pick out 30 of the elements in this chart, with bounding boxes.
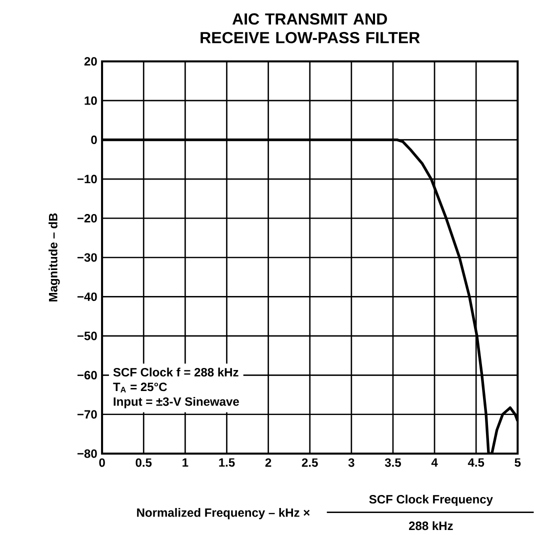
y-tick-label: −30 [77,253,97,262]
y-tick-label: 20 [84,57,97,66]
y-tick-label: −10 [77,174,97,184]
annotation: SCF Clock f = 288 kHz [113,368,238,376]
x-tick-label: 3.5 [384,458,401,467]
annotation: Input = ±3-V Sinewave [114,397,239,408]
text: SCF Clock Frequency [369,494,493,506]
x-tick-label: 0 [99,458,105,467]
x-tick-label: 4.5 [468,458,484,467]
x-tick-label: 4 [431,458,438,467]
x-tick-label: 2.5 [302,458,318,467]
y-tick-label: 0 [90,136,97,144]
x-tick-label: 5 [514,458,520,467]
annotation: T$_{A}$ = 25°C [112,382,167,392]
x-tick-label: 1.5 [218,458,235,467]
x-tick-label: 3 [348,458,354,467]
x-axis-title: Normalized Frequency – kHz × [136,508,310,520]
y-tick-label: −40 [77,292,97,301]
chart-title: AIC TRANSMIT AND RECEIVE LOW-PASS FILTER [200,13,420,44]
y-tick-label: −50 [77,332,97,340]
x-tick-label: 1 [182,458,188,467]
x-tick-label: 0.5 [136,458,152,467]
text: 288 kHz [408,521,453,530]
y-axis-title: Magnitude – dB [48,213,60,302]
y-tick-label: −80 [77,449,97,458]
x-tick-label: 2 [265,458,271,467]
y-tick-label: −70 [77,410,97,419]
y-tick-label: 10 [84,96,97,105]
y-tick-label: −60 [77,370,97,380]
y-tick-label: −20 [77,214,97,223]
